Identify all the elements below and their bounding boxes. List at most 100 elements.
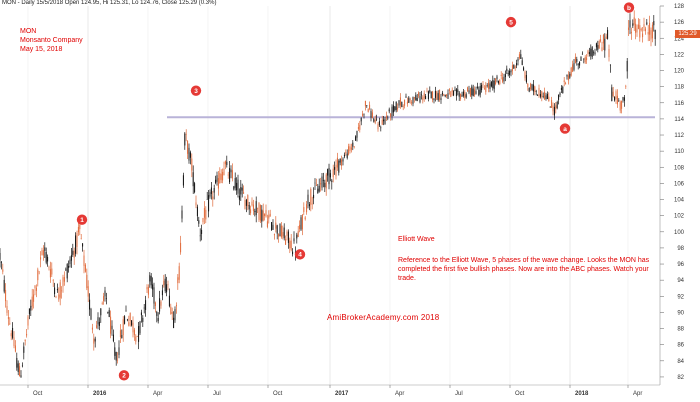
candle-body xyxy=(593,52,595,54)
wave-marker-dot xyxy=(294,249,306,260)
wave-marker-label: 3 xyxy=(194,88,198,95)
candle-body xyxy=(483,88,485,90)
y-tick-label: 106 xyxy=(674,181,685,187)
candle-body xyxy=(118,347,120,355)
y-tick-label: 122 xyxy=(674,52,685,58)
candle-body xyxy=(300,217,302,230)
candle-body xyxy=(38,271,40,272)
candle-body xyxy=(579,61,581,66)
wave-markers: 1 2 3 4 5 a b xyxy=(76,2,635,381)
candle-body xyxy=(16,358,18,368)
candle-body xyxy=(532,84,534,92)
candle-body xyxy=(170,306,172,314)
candle-body xyxy=(174,309,176,321)
candle-body xyxy=(61,290,63,292)
candle-body xyxy=(548,96,550,102)
candle-body xyxy=(241,187,243,191)
candle-body xyxy=(500,74,502,76)
candle-body xyxy=(236,182,238,191)
candle-body xyxy=(633,17,635,25)
y-tick-label: 116 xyxy=(674,101,684,107)
candle-body xyxy=(268,215,270,219)
candle-body xyxy=(149,275,151,282)
candle-body xyxy=(329,173,331,178)
candle-body xyxy=(558,94,560,100)
candle-body xyxy=(224,161,226,165)
candle-body xyxy=(566,74,568,77)
candle-body xyxy=(381,119,383,125)
candle-body xyxy=(69,259,71,265)
candle-body xyxy=(355,136,357,141)
candle-body xyxy=(612,91,614,97)
candle-body xyxy=(378,121,380,126)
candle-body xyxy=(635,23,637,33)
candle-body xyxy=(192,172,194,187)
candle-body xyxy=(231,170,233,179)
candle-body xyxy=(93,338,95,344)
wave-marker-label: b xyxy=(627,5,631,12)
wave-marker-dot xyxy=(505,16,517,28)
candle-body xyxy=(28,308,30,315)
candle-body xyxy=(436,91,438,100)
candle-body xyxy=(187,140,189,154)
wave-marker-2: 2 xyxy=(118,370,130,381)
candle-body xyxy=(590,48,592,56)
candle-body xyxy=(455,89,457,97)
candle-body xyxy=(552,105,554,112)
candle-body xyxy=(496,76,498,79)
candle-body xyxy=(259,204,261,221)
candle-body xyxy=(146,287,148,290)
candle-body xyxy=(142,317,144,322)
candle-body xyxy=(584,56,586,63)
candle-body xyxy=(164,278,166,292)
candle-body xyxy=(433,98,435,101)
ticker-label: MON xyxy=(20,28,37,35)
y-tick-label: 96 xyxy=(677,262,684,268)
candle-body xyxy=(180,242,182,253)
candle-body xyxy=(68,265,70,268)
candle-body xyxy=(243,192,245,194)
candle-body xyxy=(276,225,278,234)
y-tick-label: 112 xyxy=(674,133,684,139)
candle-body xyxy=(479,86,481,95)
candle-body xyxy=(189,152,191,158)
candle-body xyxy=(275,222,277,229)
candle-body xyxy=(203,208,205,218)
candle-body xyxy=(625,86,627,87)
candle-body xyxy=(210,187,212,194)
candle-body xyxy=(542,95,544,97)
candle-body xyxy=(514,66,516,68)
candle-body xyxy=(59,282,61,298)
candle-body xyxy=(198,220,200,224)
candle-body xyxy=(30,305,32,311)
candle-body xyxy=(363,114,365,116)
candle-body xyxy=(559,93,561,96)
candle-body xyxy=(370,110,372,118)
candle-body xyxy=(387,117,389,119)
candle-body xyxy=(348,146,350,155)
candle-body xyxy=(138,326,140,342)
candle-body xyxy=(73,250,75,258)
candle-body xyxy=(252,204,254,212)
wave-marker-3: 3 xyxy=(190,85,202,96)
candle-body xyxy=(618,100,620,102)
candle-body xyxy=(140,312,142,316)
candle-body xyxy=(125,310,127,312)
candle-body xyxy=(426,90,428,92)
candle-body xyxy=(492,80,494,89)
candle-body xyxy=(56,288,58,291)
candle-body xyxy=(182,175,184,186)
candle-body xyxy=(555,105,557,110)
candle-body xyxy=(569,73,571,78)
candle-body xyxy=(516,63,518,66)
candle-body xyxy=(285,239,287,245)
candle-body xyxy=(345,152,347,154)
y-tick-label: 120 xyxy=(674,69,685,75)
candle-body xyxy=(451,89,453,92)
candle-body xyxy=(156,311,158,316)
candle-body xyxy=(76,232,78,247)
candle-body xyxy=(103,296,105,302)
candle-body xyxy=(570,67,572,76)
candle-body xyxy=(545,95,547,99)
candle-body xyxy=(413,97,415,99)
